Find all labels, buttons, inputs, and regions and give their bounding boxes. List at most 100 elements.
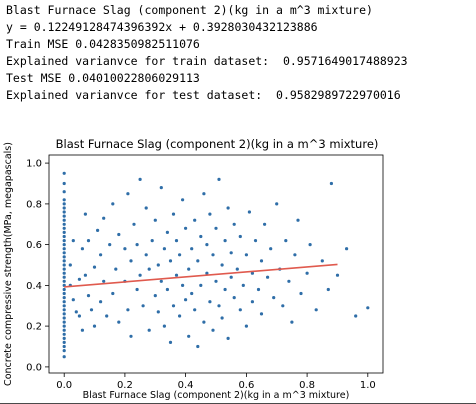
data-point [126, 308, 130, 312]
data-point [184, 298, 188, 302]
data-point [62, 181, 66, 186]
data-point [102, 279, 106, 283]
data-point [80, 328, 84, 332]
data-point [263, 222, 267, 226]
data-point [147, 267, 151, 271]
data-point [266, 275, 270, 279]
data-point [147, 328, 151, 332]
data-point [174, 239, 179, 243]
x-tick-label: 0.8 [299, 380, 315, 391]
data-point [156, 310, 160, 314]
data-point [62, 304, 66, 308]
data-point [244, 324, 248, 328]
data-point [181, 283, 185, 287]
data-point [62, 316, 66, 320]
data-point [159, 279, 163, 283]
data-point [190, 247, 194, 251]
data-point [250, 271, 254, 275]
data-point [238, 308, 242, 312]
data-point [92, 324, 97, 328]
x-ticks: 0.0 0.2 0.4 0.6 0.8 1.0 [56, 373, 376, 391]
plot-frame [48, 154, 384, 374]
data-point [217, 304, 221, 308]
data-point [211, 328, 215, 332]
data-point [99, 300, 103, 304]
data-point [62, 344, 66, 349]
data-point [71, 298, 75, 302]
data-point [62, 206, 66, 210]
data-point [290, 320, 294, 324]
data-point [299, 291, 303, 296]
data-point [168, 340, 173, 344]
data-point [159, 186, 163, 190]
data-point [284, 239, 288, 243]
data-point [62, 336, 66, 340]
data-point [199, 234, 203, 239]
y-tick-label: 1.0 [26, 159, 42, 170]
data-point [272, 296, 276, 300]
data-point [214, 226, 218, 230]
data-point [326, 287, 330, 292]
output-line-title: Blast Furnace Slag (component 2)(kg in a… [6, 3, 373, 17]
y-axis: 0.0 0.2 0.4 0.6 0.8 1.0 Concrete compressive … [3, 142, 49, 386]
data-point [168, 259, 173, 263]
data-point [62, 355, 66, 359]
y-axis-label: Concrete compressive strength(MPa, megap… [3, 142, 14, 386]
data-point [253, 239, 258, 243]
data-point [126, 192, 130, 196]
data-point [259, 259, 264, 263]
data-point [62, 230, 66, 234]
data-point [314, 308, 318, 312]
data-point [220, 316, 224, 320]
data-point [226, 206, 230, 210]
data-point [178, 314, 182, 318]
data-point [77, 277, 81, 281]
data-point [62, 267, 66, 271]
data-point [62, 271, 66, 275]
data-point [92, 265, 97, 269]
data-point [205, 271, 209, 275]
data-point [153, 294, 157, 298]
data-point [156, 263, 160, 267]
data-point [117, 232, 121, 237]
cell-output: Blast Furnace Slag (component 2)(kg in a… [6, 2, 408, 104]
data-point [241, 283, 245, 287]
y-tick-label: 0.0 [26, 362, 42, 373]
data-point [83, 212, 87, 216]
data-point [138, 273, 142, 277]
data-point [74, 310, 78, 314]
data-point [102, 216, 106, 220]
data-point [196, 344, 200, 349]
data-point [165, 230, 169, 234]
data-point [217, 177, 221, 181]
data-point [214, 279, 218, 283]
data-point [244, 253, 248, 257]
data-point [308, 243, 312, 247]
x-tick-label: 0.0 [56, 380, 72, 391]
data-point [190, 291, 194, 296]
data-point [187, 267, 191, 271]
data-point [62, 255, 66, 259]
data-point [211, 253, 215, 257]
y-tick-label: 0.2 [26, 322, 42, 333]
data-point [83, 273, 87, 277]
data-point [150, 239, 154, 243]
data-point [62, 296, 66, 300]
x-axis-label: Blast Furnace Slag (component 2)(kg in a… [83, 390, 350, 401]
data-point [171, 304, 176, 308]
data-point [232, 296, 236, 300]
data-point [80, 247, 84, 251]
data-point [62, 340, 66, 344]
data-point [71, 239, 75, 243]
data-point [62, 198, 66, 202]
points-group [62, 171, 370, 359]
output-line-test-variance: Explained varianvce for test dataset: 0.… [6, 88, 401, 102]
data-point [193, 218, 197, 222]
x-tick-label: 1.0 [360, 380, 376, 391]
data-point [62, 226, 66, 230]
data-point [62, 349, 66, 353]
data-point [259, 312, 264, 316]
y-tick-label: 0.8 [26, 199, 42, 210]
data-point [354, 314, 358, 318]
data-point [62, 291, 66, 296]
